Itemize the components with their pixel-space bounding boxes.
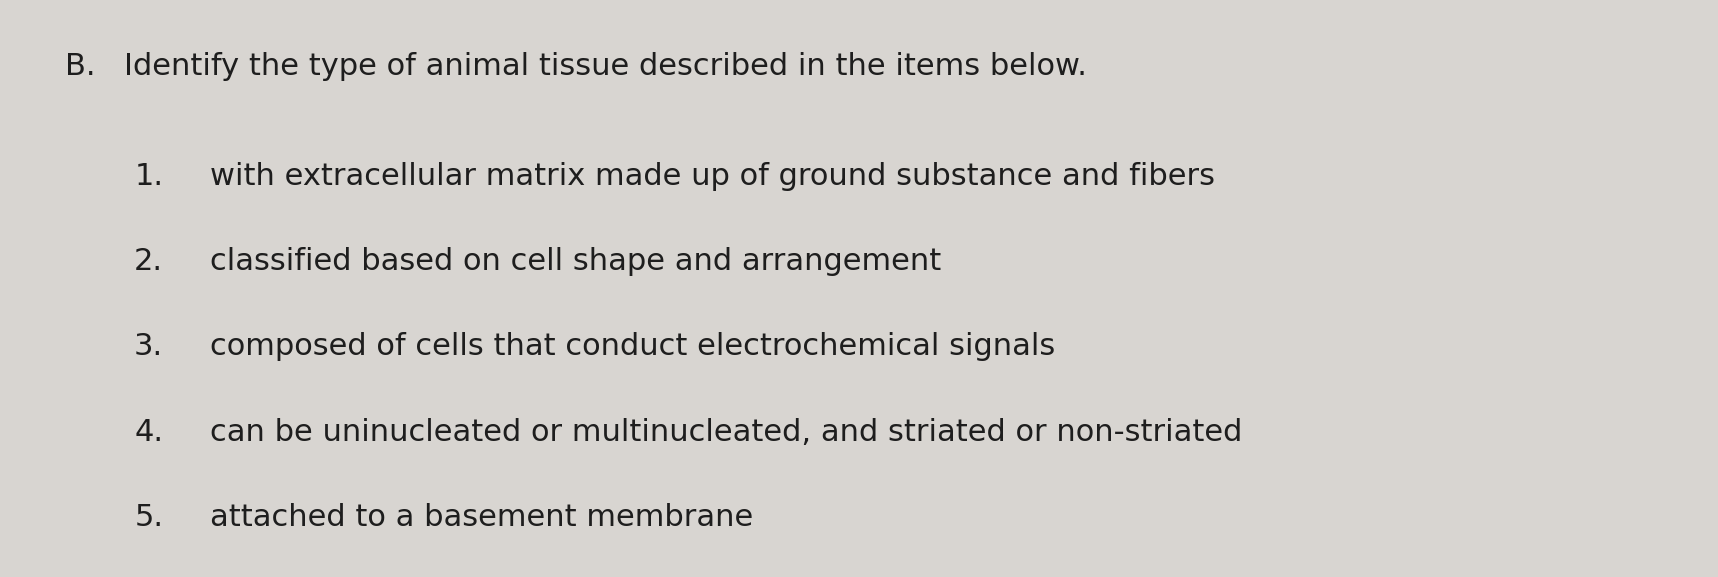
Text: composed of cells that conduct electrochemical signals: composed of cells that conduct electroch… (210, 332, 1055, 361)
Text: 3.: 3. (134, 332, 163, 361)
Text: 5.: 5. (134, 503, 163, 532)
Text: can be uninucleated or multinucleated, and striated or non-striated: can be uninucleated or multinucleated, a… (210, 418, 1242, 447)
Text: 2.: 2. (134, 247, 163, 276)
Text: Identify the type of animal tissue described in the items below.: Identify the type of animal tissue descr… (124, 52, 1086, 81)
Text: 1.: 1. (134, 162, 163, 190)
Text: 4.: 4. (134, 418, 163, 447)
Text: attached to a basement membrane: attached to a basement membrane (210, 503, 752, 532)
Text: classified based on cell shape and arrangement: classified based on cell shape and arran… (210, 247, 941, 276)
Text: with extracellular matrix made up of ground substance and fibers: with extracellular matrix made up of gro… (210, 162, 1215, 190)
Text: B.: B. (65, 52, 96, 81)
